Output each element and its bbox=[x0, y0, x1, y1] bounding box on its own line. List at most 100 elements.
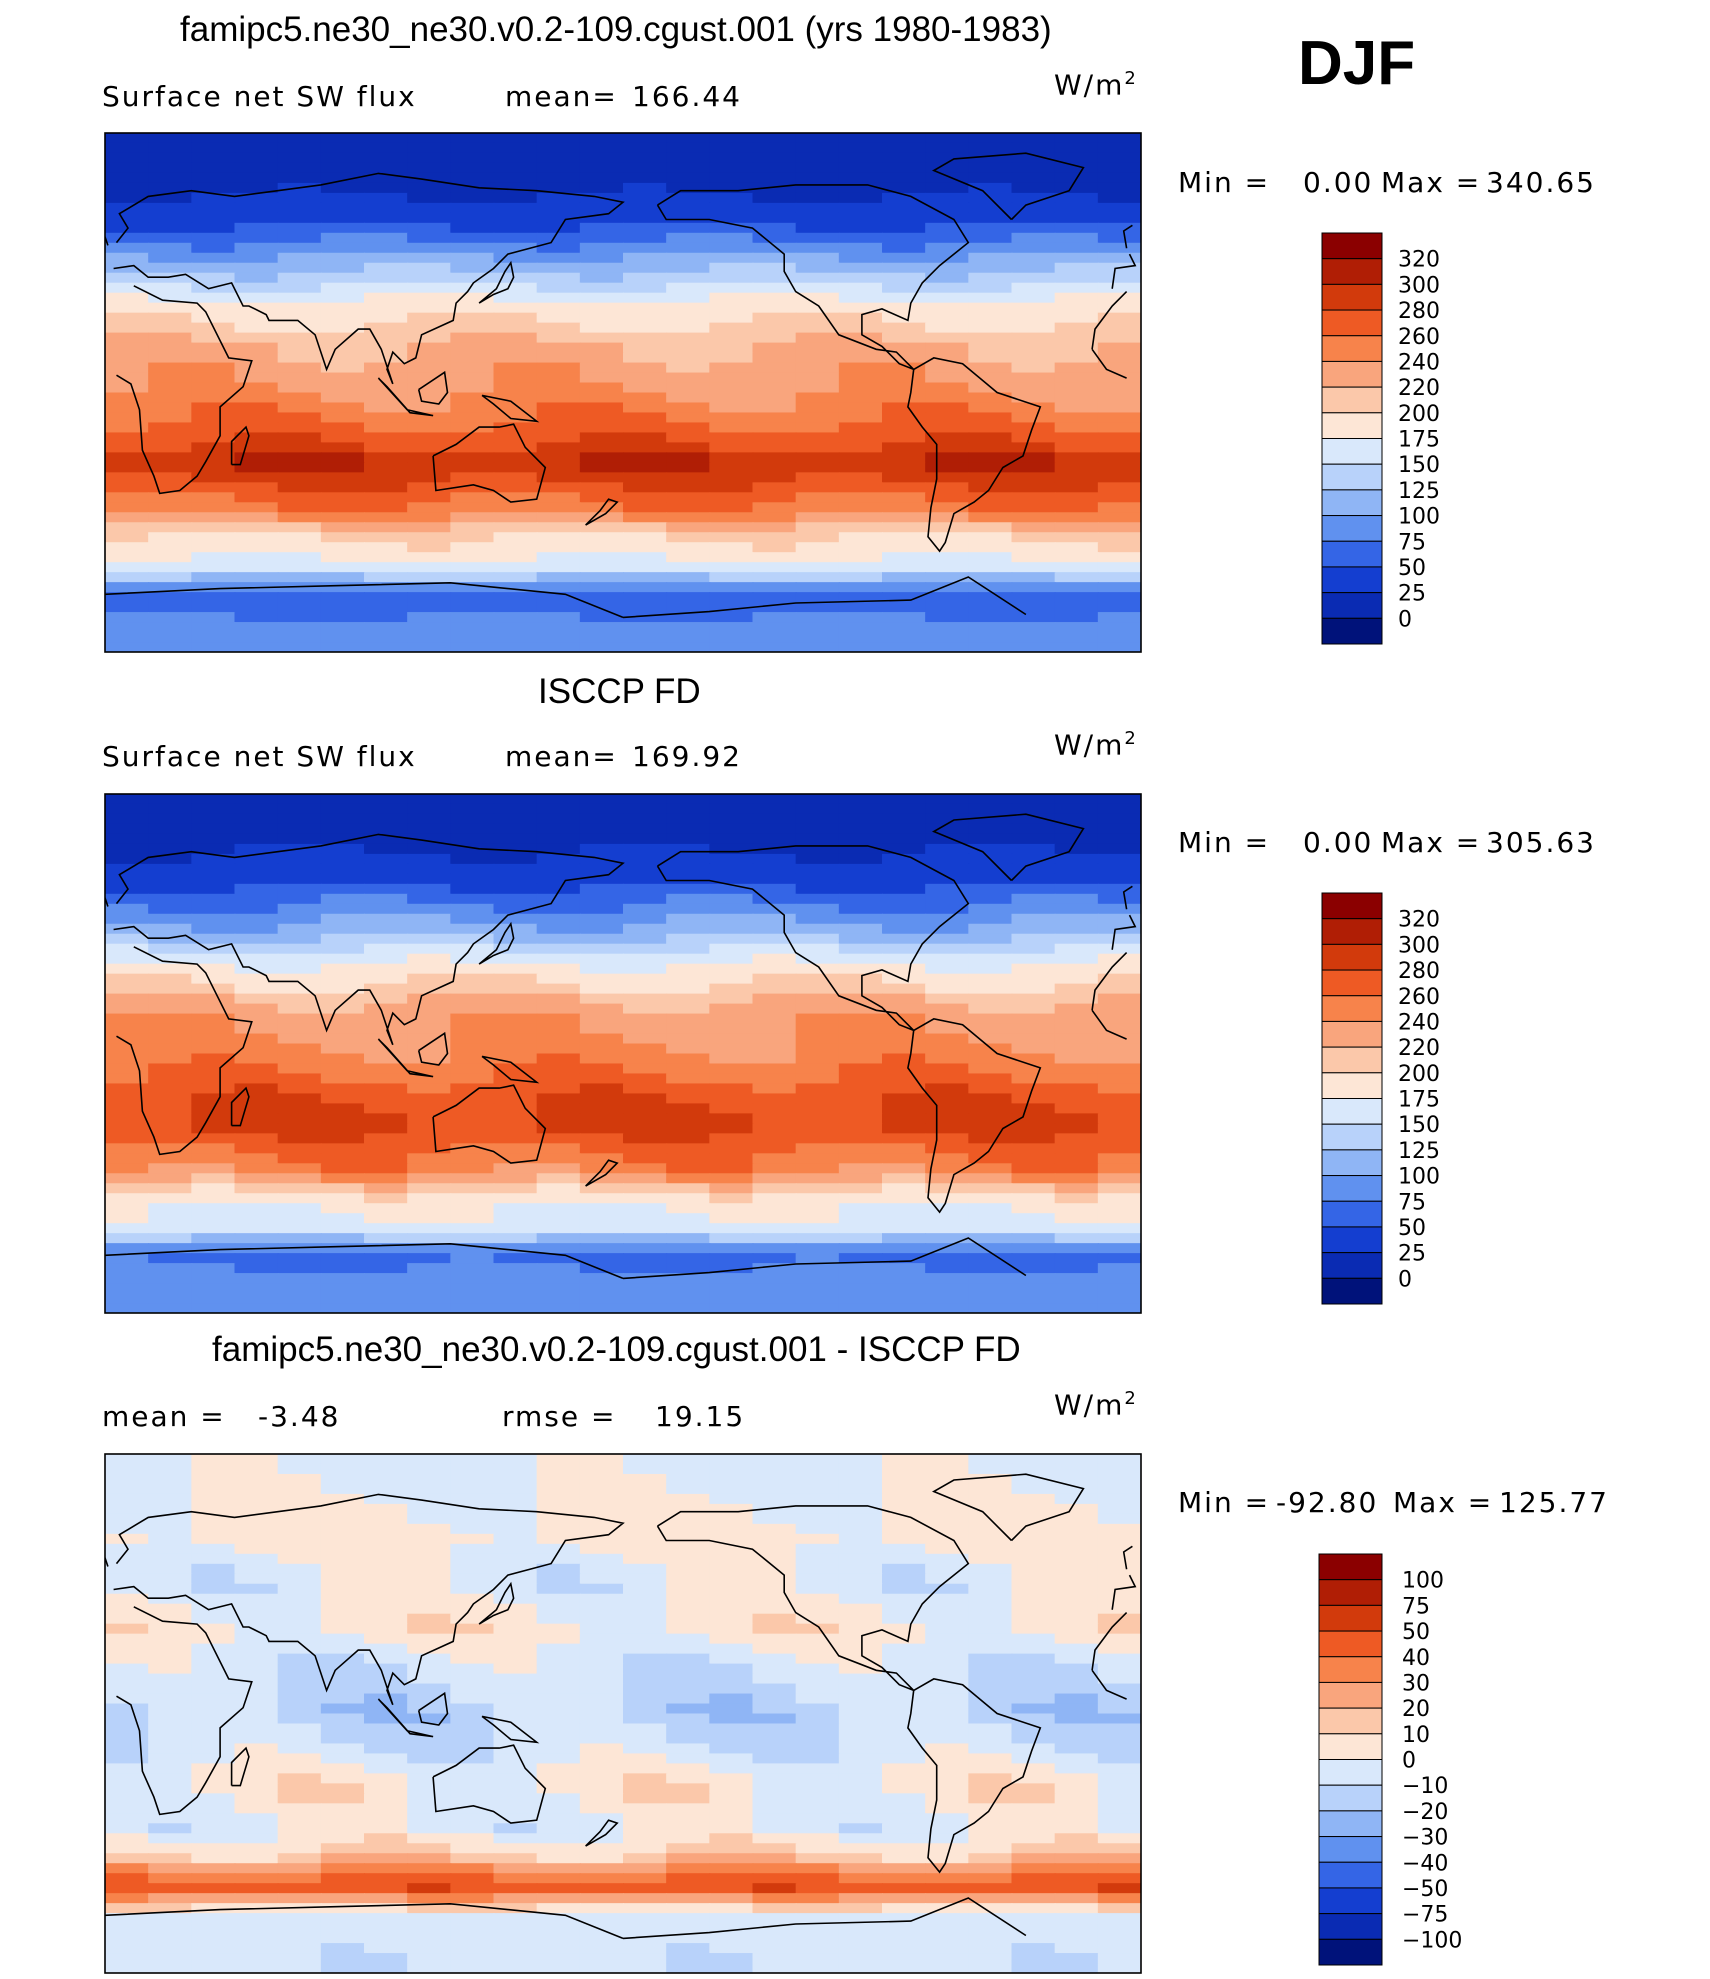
map-cell bbox=[234, 1863, 279, 1875]
map-cell bbox=[838, 512, 883, 524]
map-cell bbox=[1097, 1163, 1141, 1175]
map-cell bbox=[277, 943, 322, 955]
coastline bbox=[622, 1237, 1027, 1280]
map-cell bbox=[320, 1013, 365, 1025]
map-cell bbox=[1011, 512, 1056, 524]
map-cell bbox=[234, 1543, 279, 1555]
map-cell bbox=[320, 133, 365, 144]
map-cell bbox=[148, 572, 193, 584]
map-cell bbox=[493, 1623, 538, 1635]
map-cell bbox=[666, 1783, 711, 1795]
map-cell bbox=[1054, 1943, 1099, 1955]
map-cell bbox=[579, 1123, 624, 1135]
map-cell bbox=[882, 432, 927, 444]
map-cell bbox=[105, 853, 150, 865]
map-cell bbox=[968, 412, 1013, 424]
map-cell bbox=[925, 622, 970, 634]
map-cell bbox=[493, 472, 538, 484]
map-cell bbox=[623, 352, 668, 364]
map-cell bbox=[579, 322, 624, 334]
map-cell bbox=[666, 1123, 711, 1135]
map-cell bbox=[925, 1523, 970, 1535]
map-cell bbox=[752, 542, 797, 554]
map-cell bbox=[623, 362, 668, 374]
map-cell bbox=[320, 152, 365, 164]
map-cell bbox=[234, 1633, 279, 1645]
colorbar-tick-label: −10 bbox=[1402, 1774, 1448, 1799]
map-cell bbox=[277, 322, 322, 334]
map-cell bbox=[579, 1763, 624, 1775]
colorbar-box bbox=[1321, 918, 1383, 945]
map-cell bbox=[579, 212, 624, 224]
map-cell bbox=[795, 382, 840, 394]
map-cell bbox=[1054, 1043, 1099, 1055]
map-cell bbox=[364, 252, 409, 264]
map-cell bbox=[795, 1223, 840, 1235]
map-cell bbox=[277, 1593, 322, 1605]
map-cell bbox=[1097, 552, 1141, 564]
map-cell bbox=[579, 933, 624, 945]
map-cell bbox=[795, 1843, 840, 1855]
map-cell bbox=[709, 1173, 754, 1185]
map-cell bbox=[666, 172, 711, 184]
map-cell bbox=[752, 602, 797, 614]
map-cell bbox=[450, 963, 495, 975]
map-cell bbox=[320, 1663, 365, 1675]
map-cell bbox=[105, 442, 150, 454]
map-cell bbox=[752, 1643, 797, 1655]
map-cell bbox=[1097, 1493, 1141, 1505]
map-cell bbox=[105, 1153, 150, 1165]
map-cell bbox=[623, 1743, 668, 1755]
map-cell bbox=[795, 452, 840, 464]
map-cell bbox=[407, 1953, 452, 1965]
map-cell bbox=[709, 462, 754, 474]
map-cell bbox=[105, 1223, 150, 1235]
map-cell bbox=[882, 1454, 927, 1465]
map-cell bbox=[666, 1653, 711, 1665]
map-cell bbox=[925, 1103, 970, 1115]
map-cell bbox=[536, 1283, 581, 1295]
map-cell bbox=[234, 933, 279, 945]
map-cell bbox=[1054, 1963, 1099, 1973]
map-cell bbox=[1011, 1703, 1056, 1715]
map-cell bbox=[882, 863, 927, 875]
map-cell bbox=[1054, 1673, 1099, 1685]
map-cell bbox=[148, 1123, 193, 1135]
map-cell bbox=[882, 833, 927, 845]
map-cell bbox=[666, 552, 711, 564]
map-cell bbox=[364, 963, 409, 975]
map-cell bbox=[1097, 642, 1141, 652]
map-cell bbox=[277, 1613, 322, 1625]
map-cell bbox=[105, 1673, 150, 1685]
map-cell bbox=[752, 1303, 797, 1313]
map-cell bbox=[234, 612, 279, 624]
map-cell bbox=[1011, 833, 1056, 845]
map-cell bbox=[277, 893, 322, 905]
map-cell bbox=[968, 1833, 1013, 1845]
map-cell bbox=[407, 1793, 452, 1805]
map-cell bbox=[882, 1483, 927, 1495]
map-cell bbox=[1054, 1573, 1099, 1585]
map-cell bbox=[1011, 823, 1056, 835]
map-cell bbox=[1054, 963, 1099, 975]
map-cell bbox=[1054, 1473, 1099, 1485]
map-cell bbox=[277, 1233, 322, 1245]
map-cell bbox=[666, 1003, 711, 1015]
map-cell bbox=[1097, 402, 1141, 414]
map-cell bbox=[364, 612, 409, 624]
map-cell bbox=[277, 362, 322, 374]
map-cell bbox=[925, 1153, 970, 1165]
map-cell bbox=[450, 1703, 495, 1715]
map-cell bbox=[579, 1183, 624, 1195]
map-cell bbox=[191, 252, 236, 264]
colorbar-tick-label: 300 bbox=[1398, 273, 1440, 298]
map-cell bbox=[407, 903, 452, 915]
map-cell bbox=[752, 552, 797, 564]
map-cell bbox=[752, 332, 797, 344]
map-cell bbox=[709, 582, 754, 594]
map-cell bbox=[191, 1133, 236, 1145]
map-cell bbox=[536, 873, 581, 885]
map-cell bbox=[191, 392, 236, 404]
map-cell bbox=[407, 1913, 452, 1925]
map-cell bbox=[536, 372, 581, 384]
